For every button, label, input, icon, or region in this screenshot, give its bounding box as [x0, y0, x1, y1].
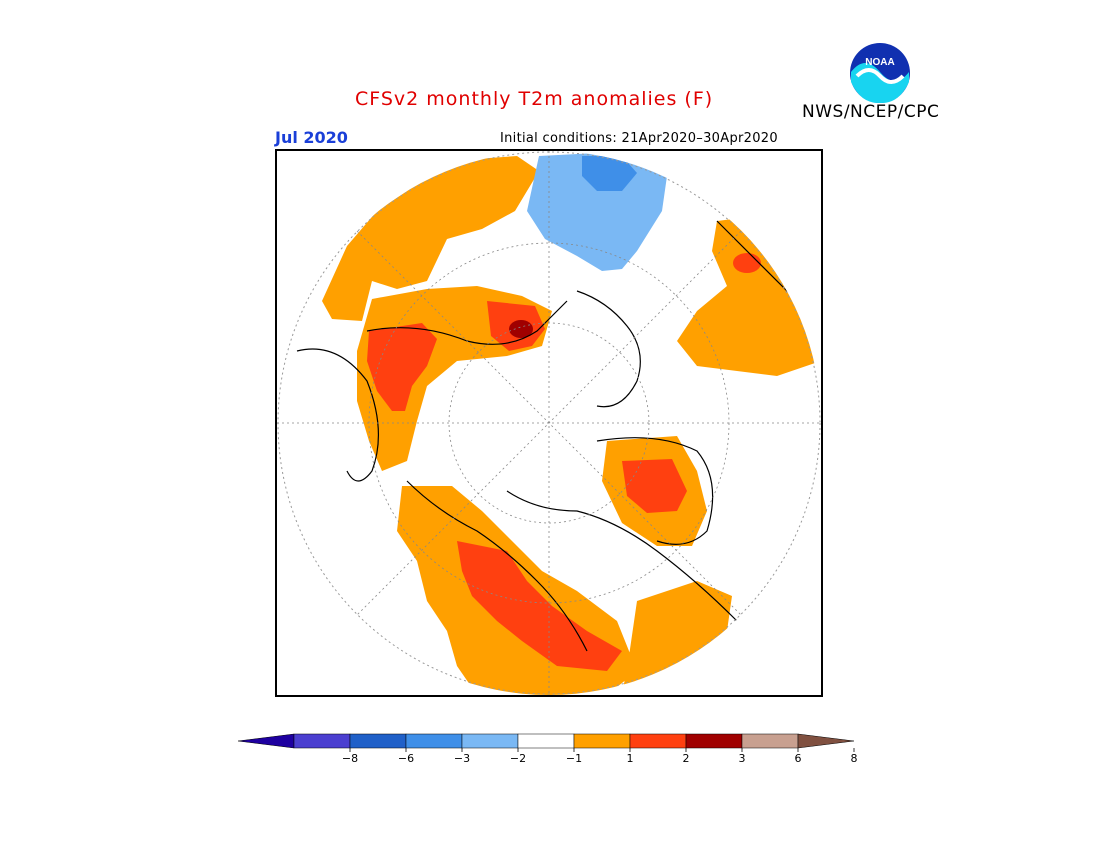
legend-swatch: [405, 733, 463, 749]
agency-label: NWS/NCEP/CPC: [802, 102, 940, 122]
legend-swatch: [293, 733, 351, 749]
anomaly-red-canada-west: [622, 459, 687, 513]
anomaly-red-eurasia: [367, 323, 437, 411]
legend-swatch: [741, 733, 799, 749]
legend-tick-label: −6: [398, 752, 414, 765]
legend-swatch: [517, 733, 575, 749]
legend-swatch: [629, 733, 687, 749]
legend-swatch: [685, 733, 743, 749]
legend-tick-label: 3: [739, 752, 746, 765]
legend-swatch: [573, 733, 631, 749]
anomaly-blue-north-atlantic: [527, 151, 667, 271]
legend-tick-label: 1: [627, 752, 634, 765]
legend-swatch: [349, 733, 407, 749]
chart-title: CFSv2 monthly T2m anomalies (F): [355, 88, 714, 110]
anomaly-orange-canada-east: [622, 581, 732, 695]
noaa-logo: NOAA: [849, 42, 911, 104]
legend-tick-label: 8: [851, 752, 858, 765]
polar-map: [275, 149, 823, 697]
legend-tick-label: −8: [342, 752, 358, 765]
initial-conditions-label: Initial conditions: 21Apr2020–30Apr2020: [500, 131, 778, 146]
legend-tick-label: −3: [454, 752, 470, 765]
anomaly-red-alaska: [733, 253, 761, 273]
legend-arrow-low: [237, 733, 295, 749]
legend-tick-label: 6: [795, 752, 802, 765]
legend-swatch: [461, 733, 519, 749]
logo-text: NOAA: [865, 57, 894, 68]
legend-tick-label: 2: [683, 752, 690, 765]
legend-tick-label: −1: [566, 752, 582, 765]
anomaly-orange-north-atlantic: [322, 156, 539, 321]
color-legend: −8 −6 −3 −2 −1 1 2 3 6 8: [237, 733, 862, 773]
anomaly-darkred-eastern-europe: [509, 320, 533, 338]
valid-month-label: Jul 2020: [275, 128, 348, 147]
legend-tick-label: −2: [510, 752, 526, 765]
anomaly-midblue-north-atlantic: [582, 156, 637, 191]
legend-arrow-high: [797, 733, 855, 749]
